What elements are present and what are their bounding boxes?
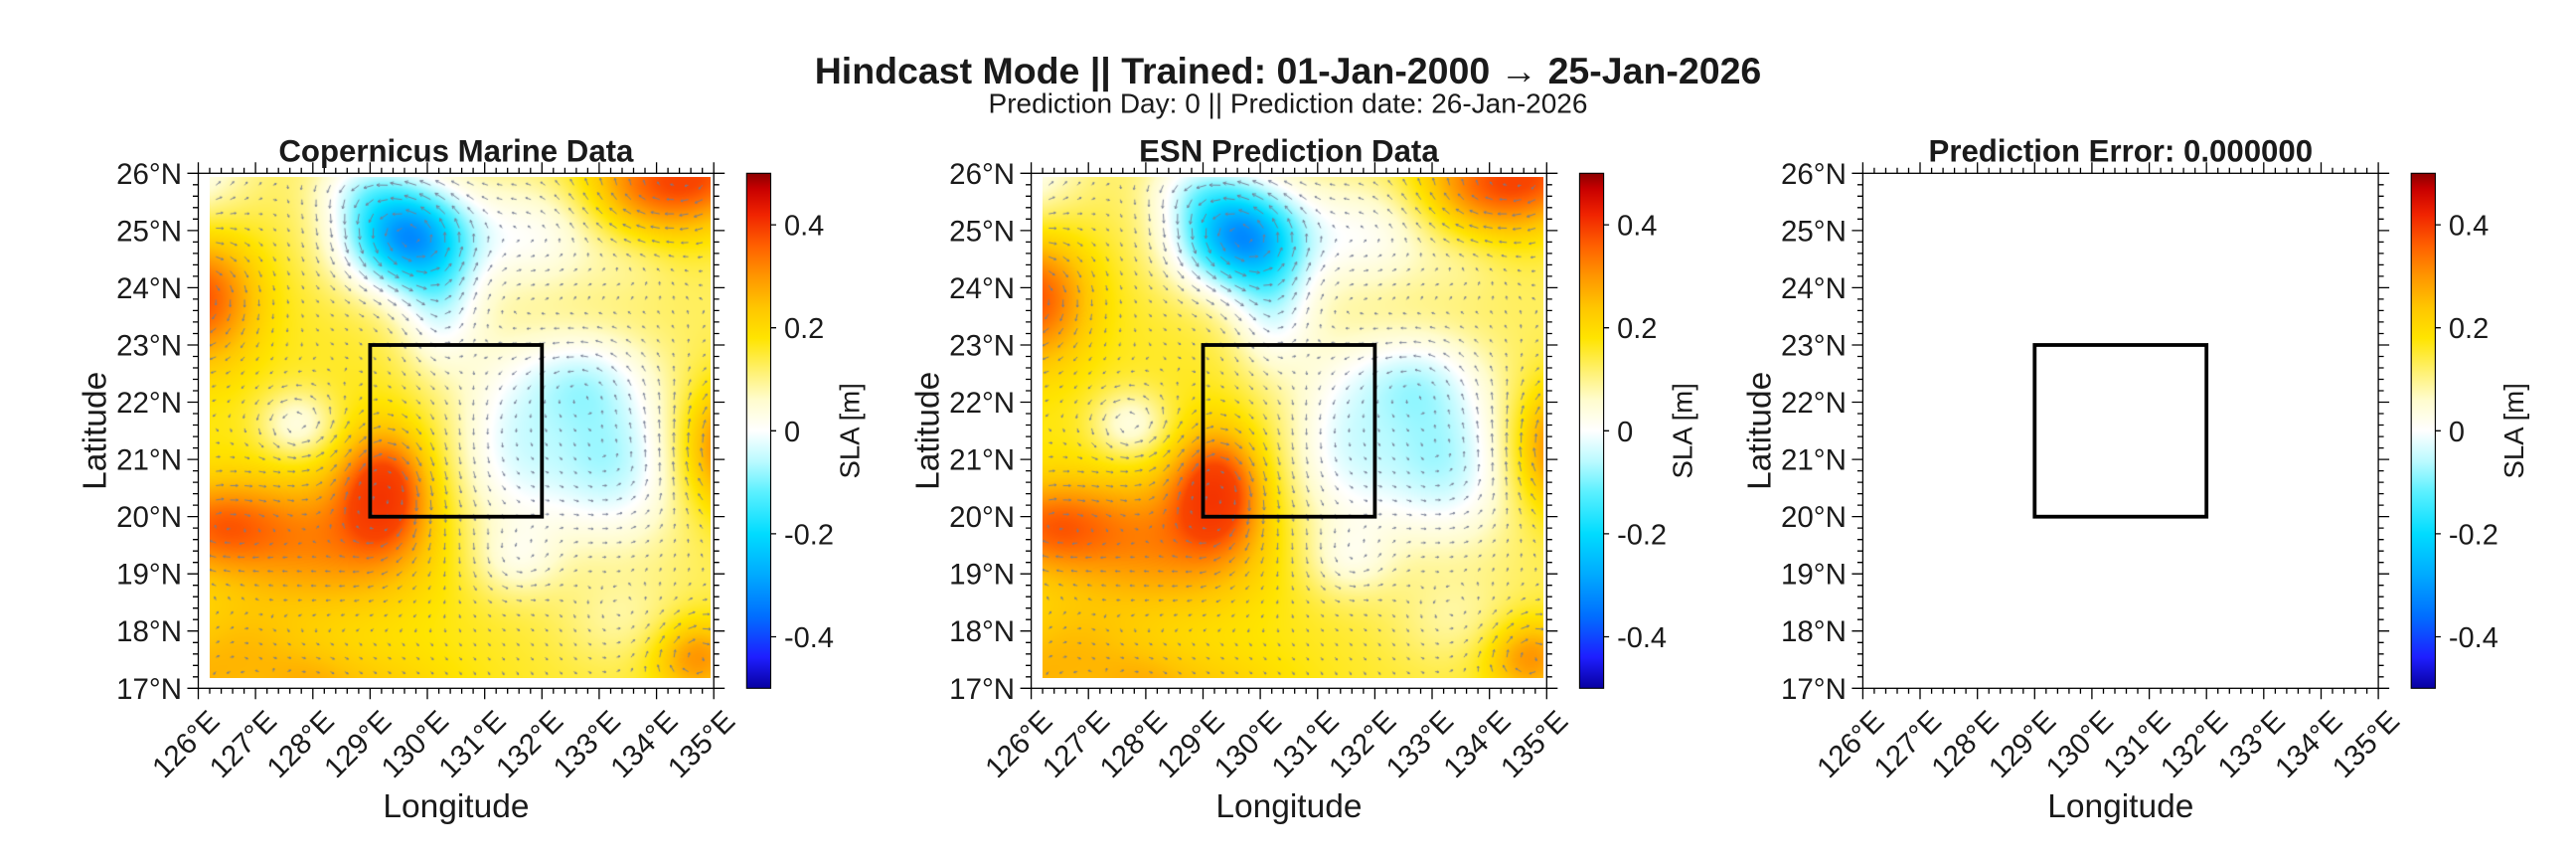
svg-text:Latitude: Latitude bbox=[910, 372, 947, 490]
svg-text:0.2: 0.2 bbox=[2449, 313, 2489, 345]
svg-text:-0.4: -0.4 bbox=[784, 622, 834, 654]
svg-text:19°N: 19°N bbox=[949, 559, 1015, 592]
svg-text:135°E: 135°E bbox=[1495, 705, 1574, 784]
svg-text:-0.2: -0.2 bbox=[2449, 519, 2498, 551]
svg-text:0: 0 bbox=[784, 417, 800, 448]
svg-text:19°N: 19°N bbox=[116, 559, 182, 592]
svg-text:SLA [m]: SLA [m] bbox=[1667, 383, 1697, 478]
svg-text:0.2: 0.2 bbox=[1617, 313, 1657, 345]
svg-text:Longitude: Longitude bbox=[383, 788, 529, 825]
svg-text:ESN Prediction Data: ESN Prediction Data bbox=[1139, 133, 1439, 168]
svg-text:-0.2: -0.2 bbox=[784, 519, 834, 551]
svg-text:Longitude: Longitude bbox=[1215, 788, 1362, 825]
svg-text:Latitude: Latitude bbox=[1741, 372, 1778, 490]
svg-text:Prediction Day: 0 || Predictio: Prediction Day: 0 || Prediction date: 26… bbox=[989, 88, 1588, 119]
svg-text:22°N: 22°N bbox=[949, 387, 1015, 420]
svg-text:0: 0 bbox=[2449, 417, 2465, 448]
svg-text:24°N: 24°N bbox=[949, 272, 1015, 305]
svg-text:17°N: 17°N bbox=[949, 673, 1015, 706]
svg-text:20°N: 20°N bbox=[1781, 501, 1847, 534]
svg-text:SLA [m]: SLA [m] bbox=[2498, 383, 2529, 478]
svg-text:Latitude: Latitude bbox=[78, 372, 114, 490]
svg-text:24°N: 24°N bbox=[116, 272, 182, 305]
svg-text:20°N: 20°N bbox=[116, 501, 182, 534]
svg-text:26°N: 26°N bbox=[116, 158, 182, 191]
svg-text:23°N: 23°N bbox=[116, 330, 182, 363]
svg-text:21°N: 21°N bbox=[1781, 444, 1847, 477]
svg-text:25°N: 25°N bbox=[116, 215, 182, 248]
svg-text:-0.4: -0.4 bbox=[1617, 622, 1667, 654]
svg-text:17°N: 17°N bbox=[116, 673, 182, 706]
svg-text:22°N: 22°N bbox=[116, 387, 182, 420]
svg-text:SLA [m]: SLA [m] bbox=[834, 383, 865, 478]
svg-text:25°N: 25°N bbox=[1781, 215, 1847, 248]
svg-text:18°N: 18°N bbox=[116, 615, 182, 648]
svg-text:0.2: 0.2 bbox=[784, 313, 824, 345]
svg-text:18°N: 18°N bbox=[949, 615, 1015, 648]
svg-text:17°N: 17°N bbox=[1781, 673, 1847, 706]
svg-text:20°N: 20°N bbox=[949, 501, 1015, 534]
svg-text:18°N: 18°N bbox=[1781, 615, 1847, 648]
svg-text:24°N: 24°N bbox=[1781, 272, 1847, 305]
svg-text:23°N: 23°N bbox=[949, 330, 1015, 363]
svg-text:0.4: 0.4 bbox=[1617, 211, 1657, 243]
svg-text:26°N: 26°N bbox=[1781, 158, 1847, 191]
svg-text:0: 0 bbox=[1617, 417, 1633, 448]
svg-text:21°N: 21°N bbox=[949, 444, 1015, 477]
svg-text:-0.2: -0.2 bbox=[1617, 519, 1667, 551]
svg-text:25°N: 25°N bbox=[949, 215, 1015, 248]
svg-text:-0.4: -0.4 bbox=[2449, 622, 2498, 654]
svg-text:Copernicus Marine Data: Copernicus Marine Data bbox=[278, 133, 634, 168]
svg-text:19°N: 19°N bbox=[1781, 559, 1847, 592]
svg-text:0.4: 0.4 bbox=[784, 211, 824, 243]
svg-text:26°N: 26°N bbox=[949, 158, 1015, 191]
svg-text:135°E: 135°E bbox=[2327, 705, 2406, 784]
svg-text:Hindcast Mode || Trained: 01-J: Hindcast Mode || Trained: 01-Jan-2000 → … bbox=[815, 50, 1762, 92]
svg-text:Prediction Error: 0.000000: Prediction Error: 0.000000 bbox=[1929, 133, 2314, 168]
svg-text:Longitude: Longitude bbox=[2047, 788, 2193, 825]
svg-text:21°N: 21°N bbox=[116, 444, 182, 477]
svg-text:135°E: 135°E bbox=[662, 705, 741, 784]
svg-text:22°N: 22°N bbox=[1781, 387, 1847, 420]
svg-text:0.4: 0.4 bbox=[2449, 211, 2489, 243]
svg-text:23°N: 23°N bbox=[1781, 330, 1847, 363]
